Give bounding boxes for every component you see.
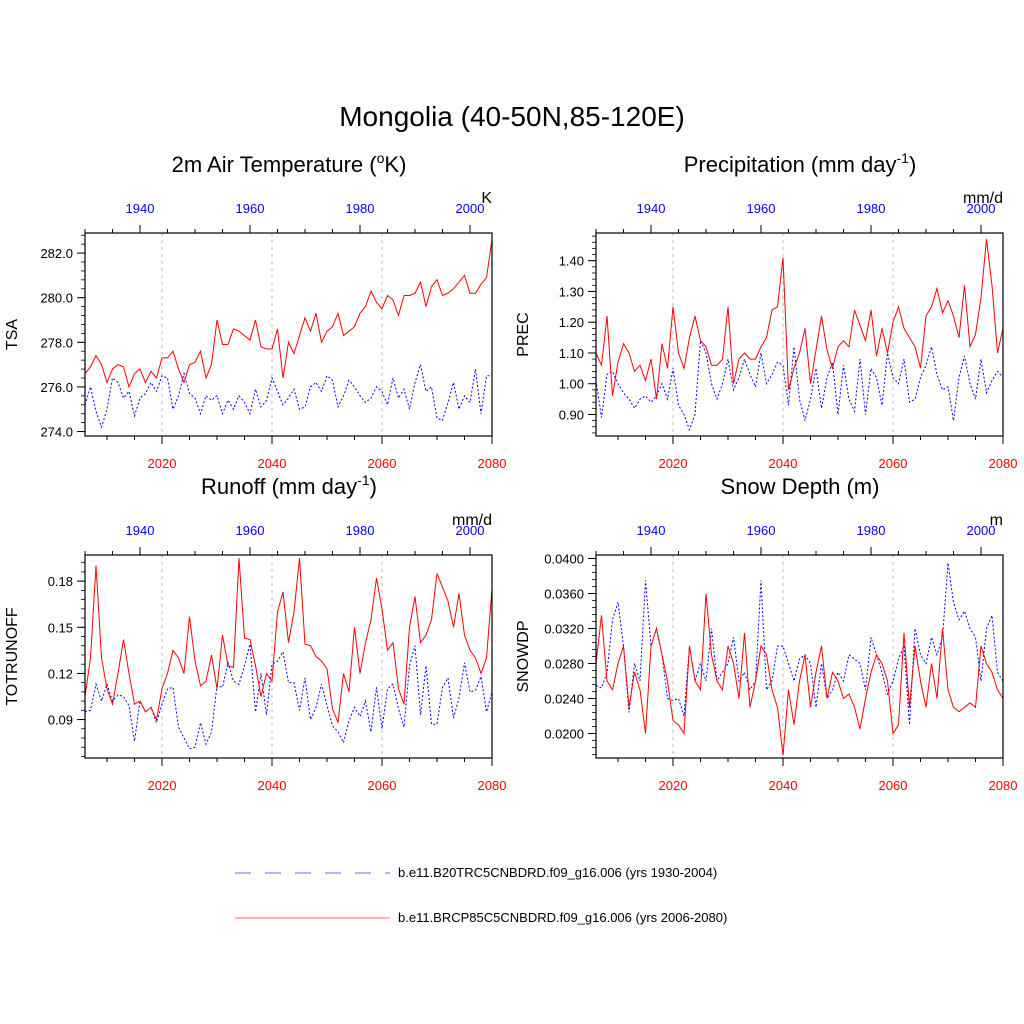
series-future-line <box>85 239 492 389</box>
y-tick-label: 1.20 <box>559 315 584 330</box>
x-top-tick-label: 1940 <box>126 523 155 538</box>
y-tick-label: 0.18 <box>48 574 73 589</box>
x-bottom-tick-label: 2060 <box>368 778 397 793</box>
x-top-tick-label: 2000 <box>456 201 485 216</box>
y-tick-label: 280.0 <box>40 291 73 306</box>
panel-title-sup: -1 <box>357 472 370 488</box>
y-tick-label: 0.0320 <box>544 622 584 637</box>
plot-frame <box>84 554 493 759</box>
x-top-tick-label: 1940 <box>126 201 155 216</box>
x-bottom-tick-label: 2020 <box>148 456 177 471</box>
chart-panel-1: 2m Air Temperature (oK) K TSA 274.0 276.0 278… <box>4 150 506 471</box>
y-tick-label: 1.40 <box>559 254 584 269</box>
legend-historical-label: b.e11.B20TRC5CNBDRD.f09_g16.006 (yrs 193… <box>398 865 717 880</box>
units-label: mm/d <box>452 512 492 529</box>
panel-title-end: ) <box>909 152 916 177</box>
x-bottom-tick-label: 2080 <box>989 778 1018 793</box>
y-axis-label: TSA <box>4 319 21 350</box>
units-label: mm/d <box>963 190 1003 207</box>
x-top-tick-label: 2000 <box>967 201 996 216</box>
y-tick-label: 282.0 <box>40 246 73 261</box>
panel-title-main: Snow Depth (m) <box>721 474 880 499</box>
y-tick-label: 276.0 <box>40 380 73 395</box>
panel-title-end: K) <box>384 152 406 177</box>
x-bottom-tick-label: 2080 <box>478 778 507 793</box>
x-top-tick-label: 1980 <box>346 523 375 538</box>
x-bottom-tick-label: 2060 <box>368 456 397 471</box>
x-top-tick-label: 1960 <box>236 523 265 538</box>
y-tick-label: 1.10 <box>559 346 584 361</box>
plot-frame <box>84 232 493 437</box>
x-bottom-tick-label: 2080 <box>478 456 507 471</box>
series-future-line <box>596 593 1003 756</box>
plot-frame <box>595 232 1004 437</box>
x-top-tick-label: 1960 <box>747 523 776 538</box>
series-historical-line <box>85 364 492 429</box>
series-historical-line <box>85 644 492 750</box>
x-top-tick-label: 1960 <box>747 201 776 216</box>
panel-title: 2m Air Temperature (oK) <box>172 150 407 177</box>
x-top-tick-label: 1980 <box>857 201 886 216</box>
chart-panel-2: Precipitation (mm day-1) mm/d PREC 0.90 1.00… <box>515 150 1018 471</box>
x-bottom-tick-label: 2060 <box>879 778 908 793</box>
x-bottom-tick-label: 2040 <box>258 456 287 471</box>
series-historical-line <box>596 562 1003 725</box>
y-tick-label: 278.0 <box>40 335 73 350</box>
x-bottom-tick-label: 2080 <box>989 456 1018 471</box>
x-top-tick-label: 1940 <box>637 201 666 216</box>
y-axis-label: PREC <box>515 312 532 356</box>
chart-panel-3: Runoff (mm day-1) mm/d TOTRUNOFF 0.09 0.12 0.… <box>4 472 507 793</box>
y-axis-label: TOTRUNOFF <box>4 607 21 706</box>
y-tick-label: 1.30 <box>559 284 584 299</box>
series-future-line <box>596 239 1003 400</box>
panel-title: Runoff (mm day-1) <box>201 472 377 499</box>
y-tick-label: 1.00 <box>559 377 584 392</box>
y-tick-label: 0.90 <box>559 407 584 422</box>
x-top-tick-label: 1980 <box>857 523 886 538</box>
x-top-tick-label: 2000 <box>456 523 485 538</box>
x-bottom-tick-label: 2020 <box>659 456 688 471</box>
panels: 2m Air Temperature (oK) K TSA 274.0 276.0 278… <box>4 150 1018 793</box>
x-bottom-tick-label: 2040 <box>258 778 287 793</box>
x-bottom-tick-label: 2040 <box>769 778 798 793</box>
chart-panel-4: Snow Depth (m) m SNOWDP 0.0200 0.0240 0.0280 0… <box>515 474 1018 793</box>
y-tick-label: 274.0 <box>40 425 73 440</box>
x-bottom-tick-label: 2020 <box>659 778 688 793</box>
panel-title-end: ) <box>370 474 377 499</box>
series-future-line <box>85 558 492 723</box>
x-bottom-tick-label: 2040 <box>769 456 798 471</box>
y-tick-label: 0.15 <box>48 620 73 635</box>
y-tick-label: 0.0240 <box>544 692 584 707</box>
y-tick-label: 0.0200 <box>544 727 584 742</box>
panel-title-sup: o <box>377 150 385 166</box>
panel-title-main: 2m Air Temperature ( <box>172 152 378 177</box>
x-top-tick-label: 1980 <box>346 201 375 216</box>
y-tick-label: 0.0360 <box>544 587 584 602</box>
x-bottom-tick-label: 2020 <box>148 778 177 793</box>
y-tick-label: 0.12 <box>48 666 73 681</box>
panel-title-main: Precipitation (mm day <box>684 152 897 177</box>
y-tick-label: 0.0280 <box>544 657 584 672</box>
y-tick-label: 0.0400 <box>544 552 584 567</box>
plot-frame <box>595 554 1004 759</box>
x-top-tick-label: 2000 <box>967 523 996 538</box>
panel-title-sup: -1 <box>896 150 909 166</box>
panel-title: Snow Depth (m) <box>721 474 880 499</box>
x-bottom-tick-label: 2060 <box>879 456 908 471</box>
y-tick-label: 0.09 <box>48 713 73 728</box>
legend-future-label: b.e11.BRCP85C5CNBDRD.f09_g16.006 (yrs 20… <box>398 910 727 925</box>
y-axis-label: SNOWDP <box>515 621 532 693</box>
panel-title-main: Runoff (mm day <box>201 474 357 499</box>
x-top-tick-label: 1940 <box>637 523 666 538</box>
units-label: m <box>990 512 1003 529</box>
legend: b.e11.B20TRC5CNBDRD.f09_g16.006 (yrs 193… <box>235 865 727 925</box>
series-historical-line <box>596 340 1003 432</box>
panel-title: Precipitation (mm day-1) <box>684 150 917 177</box>
units-label: K <box>481 190 492 207</box>
figure-title: Mongolia (40-50N,85-120E) <box>339 101 685 132</box>
x-top-tick-label: 1960 <box>236 201 265 216</box>
